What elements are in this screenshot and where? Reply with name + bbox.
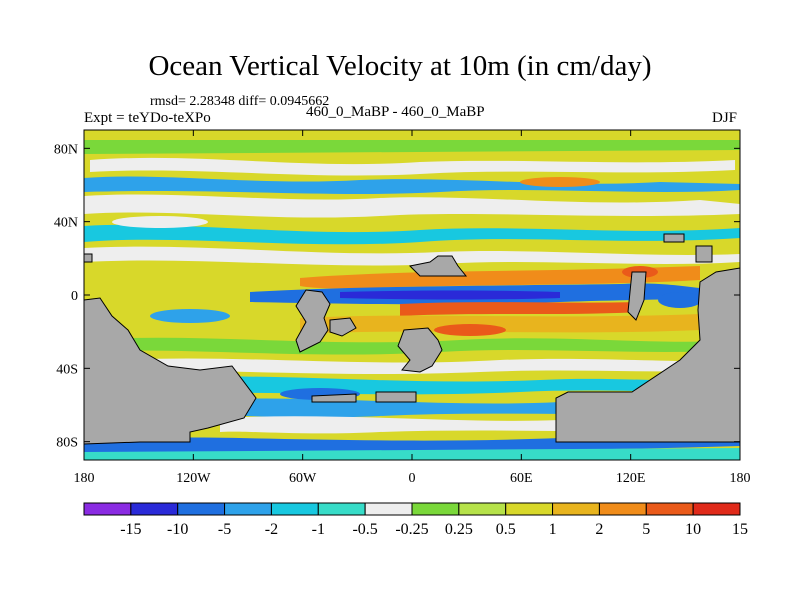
colorbar-swatch bbox=[411, 502, 460, 516]
colorbar-swatch bbox=[224, 502, 272, 516]
colorbar-label: 1 bbox=[549, 521, 557, 538]
x-tick-label: 60W bbox=[289, 471, 317, 486]
land-southern-sliver-b bbox=[375, 391, 417, 403]
colorbar: -15 -10 -5 -2 -1 -0.5 -0.25 0.25 0.5 1 2 5 10 15 bbox=[83, 502, 748, 538]
band-40n-cyan bbox=[84, 224, 740, 245]
x-tick-label: 120W bbox=[176, 471, 211, 486]
colorbar-label: 10 bbox=[685, 521, 701, 538]
colorbar-label: -15 bbox=[120, 521, 141, 538]
colorbar-swatch bbox=[130, 502, 179, 516]
y-tick-label: 0 bbox=[71, 289, 78, 304]
colorbar-swatch bbox=[364, 502, 413, 516]
colorbar-label: -1 bbox=[312, 521, 325, 538]
colorbar-swatch bbox=[692, 502, 741, 516]
land-african-block bbox=[397, 327, 443, 373]
band-equator-red bbox=[400, 302, 640, 316]
colorbar-label: -10 bbox=[167, 521, 188, 538]
colorbar-label: -2 bbox=[265, 521, 278, 538]
x-axis: 180 120W 60W 0 60E 120E 180 bbox=[74, 130, 751, 486]
band-subtropic-white bbox=[84, 246, 740, 266]
x-tick-label: 180 bbox=[74, 471, 95, 486]
land-small-island-a bbox=[329, 317, 357, 337]
band-north-blue bbox=[84, 176, 740, 194]
experiment-label: Expt = teYDo-teXPo bbox=[84, 110, 211, 126]
patch-pacific-blue bbox=[150, 309, 230, 323]
colorbar-label: -5 bbox=[218, 521, 231, 538]
land-east-continent bbox=[555, 267, 740, 443]
land-ne-patch-b bbox=[695, 245, 713, 263]
season-label: DJF bbox=[712, 110, 738, 126]
colorbar-swatch bbox=[317, 502, 366, 516]
colorbar-swatch bbox=[505, 502, 554, 516]
y-tick-label: 40S bbox=[56, 362, 78, 377]
colorbar-label: -0.25 bbox=[395, 521, 428, 538]
colorbar-swatch bbox=[270, 502, 319, 516]
field-plot bbox=[84, 130, 740, 460]
colorbar-swatch bbox=[177, 502, 226, 516]
land-masses bbox=[84, 233, 740, 445]
x-tick-label: 60E bbox=[510, 471, 533, 486]
colorbar-label: 5 bbox=[642, 521, 650, 538]
land-southern-sliver-a bbox=[311, 393, 357, 403]
x-tick-label: 0 bbox=[409, 471, 416, 486]
land-ne-patch-a bbox=[663, 233, 685, 243]
patch-north-atlantic-orange bbox=[520, 177, 600, 187]
colorbar-swatch bbox=[458, 502, 507, 516]
colorbar-swatch bbox=[83, 502, 132, 516]
land-west-islet bbox=[84, 253, 93, 263]
y-tick-label: 40N bbox=[54, 216, 78, 231]
colorbar-label: 0.25 bbox=[445, 521, 473, 538]
stats-label: rmsd= 2.28348 diff= 0.0945662 bbox=[150, 94, 330, 109]
colorbar-swatch bbox=[645, 502, 694, 516]
band-equator-orange bbox=[300, 266, 700, 289]
case-label: 460_0_MaBP - 460_0_MaBP bbox=[306, 104, 485, 120]
x-tick-label: 120E bbox=[616, 471, 646, 486]
patch-south-atlantic-red bbox=[434, 324, 506, 336]
band-40n-white bbox=[84, 194, 740, 218]
x-tick-label: 180 bbox=[730, 471, 751, 486]
land-north-island bbox=[408, 255, 468, 277]
y-axis: 80N 40N 0 40S 80S bbox=[54, 142, 740, 451]
colorbar-label: 15 bbox=[732, 521, 748, 538]
colorbar-label: 0.5 bbox=[496, 521, 516, 538]
chart-title: Ocean Vertical Velocity at 10m (in cm/da… bbox=[148, 50, 652, 82]
y-tick-label: 80S bbox=[56, 436, 78, 451]
colorbar-label: -0.5 bbox=[352, 521, 377, 538]
band-south-orange bbox=[300, 314, 700, 334]
band-equator-purple bbox=[340, 290, 560, 300]
patch-north-pacific-white bbox=[112, 216, 208, 228]
band-arctic-green bbox=[84, 140, 740, 154]
colorbar-label: 2 bbox=[595, 521, 603, 538]
land-central-island bbox=[295, 289, 331, 353]
patch-east-pacific-blue bbox=[658, 292, 702, 308]
colorbar-swatch bbox=[598, 502, 647, 516]
y-tick-label: 80N bbox=[54, 142, 78, 157]
band-north-white bbox=[90, 157, 735, 176]
colorbar-swatch bbox=[552, 502, 600, 516]
land-indian-sliver bbox=[627, 271, 647, 321]
land-west-continent bbox=[84, 297, 257, 445]
